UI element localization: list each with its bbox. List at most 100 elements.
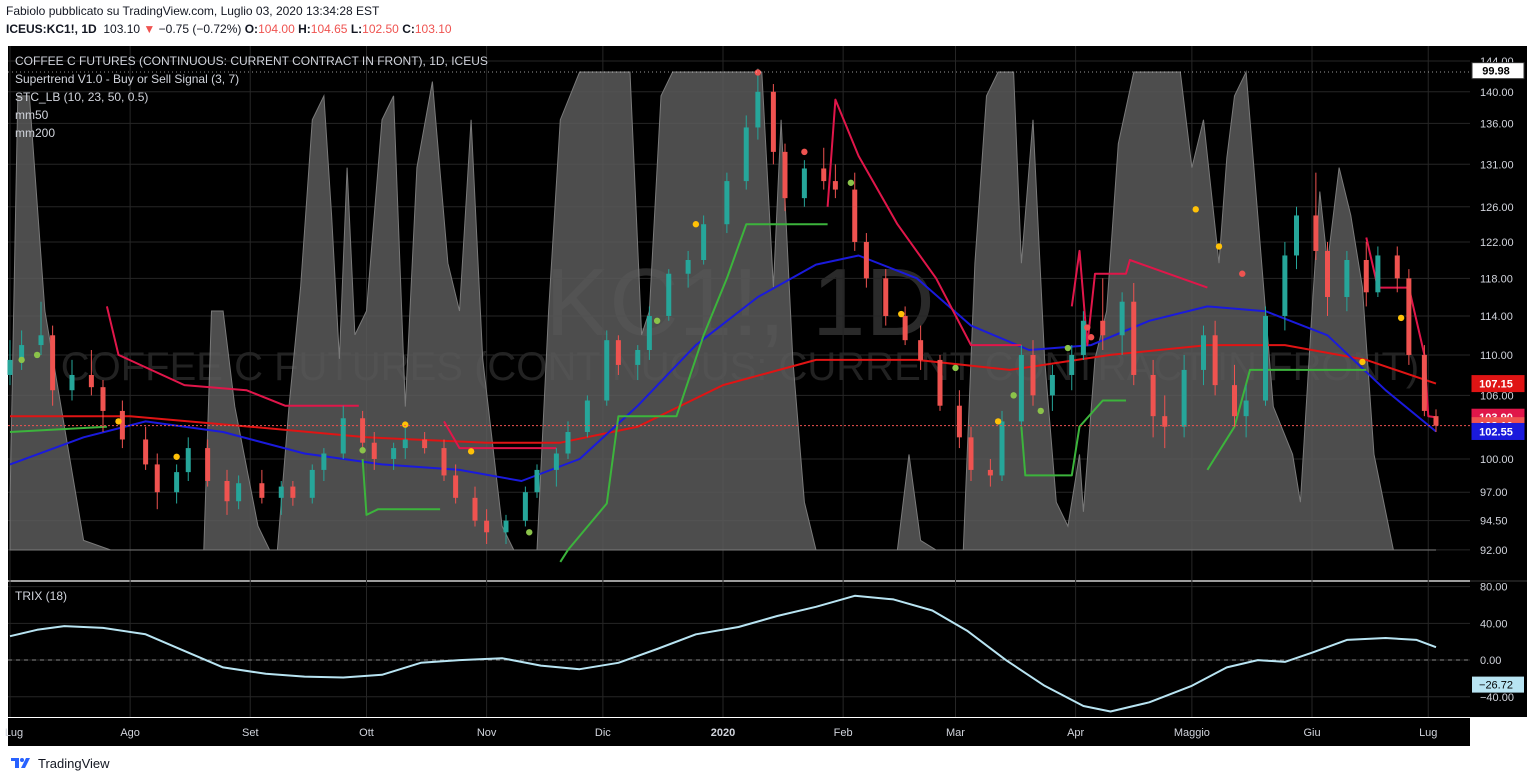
time-tick-label: Maggio [1174, 727, 1210, 739]
candle-body [422, 439, 428, 449]
candle-body [1433, 416, 1439, 426]
price-tick-label: 126.00 [1480, 202, 1514, 214]
legend-item: mm200 [15, 126, 55, 140]
signal-dot [526, 529, 533, 536]
time-tick-label: Ott [359, 727, 374, 739]
supertrend-up-line [1020, 399, 1126, 477]
signal-dot [653, 317, 661, 324]
candle-body [119, 410, 125, 440]
price-tick-label: 97.00 [1480, 487, 1508, 499]
price-tick-label: 106.00 [1480, 390, 1514, 402]
candle-body [883, 278, 889, 316]
candle-body [1232, 385, 1237, 417]
candle-body [1243, 400, 1249, 417]
close-label: C: [402, 22, 415, 36]
price-tag-label: 102.55 [1479, 426, 1513, 438]
candle-body [1406, 278, 1412, 355]
mm200-line [10, 344, 1437, 444]
signal-dot [1010, 392, 1017, 399]
legend-item: STC_LB (10, 23, 50, 0.5) [15, 90, 148, 104]
price-change: −0.75 (−0.72%) [158, 22, 242, 36]
candle-body [1325, 250, 1330, 297]
trix-tick-label: 40.00 [1480, 618, 1508, 630]
signal-dot [1064, 344, 1072, 352]
candle-body [321, 453, 327, 470]
stc-area [9, 70, 1436, 551]
candle-body [1294, 215, 1299, 256]
candle-body [50, 335, 56, 391]
candle-body [743, 127, 749, 182]
time-tick-label: Giu [1303, 727, 1320, 739]
candle-body [360, 418, 366, 443]
supertrend-up-line [1206, 368, 1367, 471]
open-label: O: [244, 22, 259, 36]
signal-dot [1397, 314, 1405, 322]
candle-body [615, 340, 621, 365]
down-arrow-icon: ▼ [143, 22, 156, 36]
candle-body [999, 421, 1005, 476]
price-chart[interactable]: KC1!, 1DCOFFEE C FUTURES (CONTINUOUS: CU… [0, 40, 1527, 746]
price-tick-label: 110.00 [1480, 350, 1513, 362]
candle-body [701, 224, 707, 261]
candle-body [987, 469, 993, 476]
candle-body [1201, 335, 1206, 370]
candle-body [852, 189, 858, 242]
trix-line [9, 594, 1437, 713]
candle-body [309, 469, 315, 498]
candle-body [646, 315, 652, 350]
candle-body [937, 359, 943, 406]
signal-dot [1087, 334, 1095, 341]
signal-dot [33, 351, 41, 359]
signal-dot [1084, 324, 1091, 331]
candle-body [224, 480, 230, 502]
signal-dot [692, 221, 700, 228]
candle-body [666, 273, 672, 316]
supertrend-down-line [1070, 249, 1208, 347]
time-tick-label: Ago [120, 727, 140, 739]
price-tick-label: 136.00 [1480, 118, 1514, 130]
signal-dot [1192, 206, 1199, 213]
candle-body [371, 442, 377, 459]
candle-body [782, 151, 788, 199]
candle-body [770, 91, 776, 152]
trix-label: TRIX (18) [15, 589, 67, 603]
signal-dot [994, 418, 1002, 425]
time-tick-label: Nov [477, 727, 497, 739]
price-tick-label: 118.00 [1480, 273, 1513, 285]
candle-body [1049, 374, 1055, 396]
candle-body [1069, 354, 1075, 375]
candle-body [1263, 315, 1268, 401]
candle-body [472, 497, 478, 521]
candle-body [1394, 255, 1400, 279]
candle-body [821, 168, 827, 182]
publish-info: Fabiolo pubblicato su TradingView.com, L… [6, 4, 380, 18]
candle-body [185, 448, 191, 473]
time-tick-label: Feb [834, 727, 853, 739]
candle-body [1131, 301, 1137, 375]
candle-body [553, 453, 559, 470]
time-tick-label: Set [242, 727, 259, 739]
last-price: 103.10 [103, 22, 141, 36]
candle-body [441, 448, 447, 476]
candle-body [69, 374, 75, 391]
candle-body [88, 374, 94, 388]
signal-dot [18, 356, 25, 364]
candle-body [534, 469, 540, 493]
candle-body [1212, 335, 1218, 386]
trix-value-label: −26.72 [1479, 680, 1513, 692]
signal-dot [898, 310, 905, 318]
open-value: 104.00 [258, 22, 295, 36]
candle-body [801, 168, 807, 199]
price-tag-bg [1471, 62, 1525, 80]
candle-body [503, 520, 509, 533]
signal-dot [847, 179, 855, 186]
supertrend-up-line [559, 223, 828, 563]
candle-body [340, 418, 346, 454]
price-tag-label: 107.15 [1479, 379, 1513, 391]
supertrend-down-line [105, 306, 359, 407]
trix-tick-label: −40.00 [1480, 692, 1514, 704]
supertrend-up-line [361, 458, 441, 516]
candle-body [956, 405, 962, 438]
candle-body [1150, 374, 1156, 417]
time-tick-label: Apr [1067, 727, 1084, 739]
